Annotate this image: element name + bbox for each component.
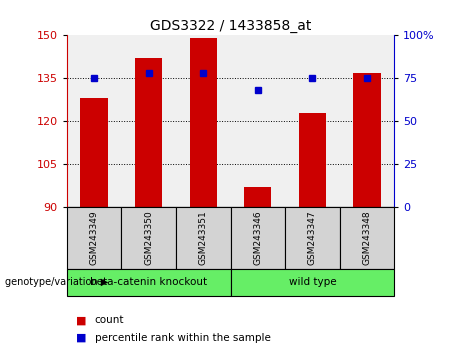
Text: GSM243351: GSM243351 bbox=[199, 210, 208, 265]
Text: wild type: wild type bbox=[289, 277, 336, 287]
Bar bbox=[230, 269, 394, 296]
Bar bbox=[67, 207, 121, 269]
Text: genotype/variation ▶: genotype/variation ▶ bbox=[5, 277, 108, 287]
Text: GSM243350: GSM243350 bbox=[144, 210, 153, 265]
Text: beta-catenin knockout: beta-catenin knockout bbox=[90, 277, 207, 287]
Bar bbox=[353, 73, 380, 207]
Text: percentile rank within the sample: percentile rank within the sample bbox=[95, 333, 271, 343]
Bar bbox=[176, 207, 230, 269]
Bar bbox=[299, 113, 326, 207]
Text: GSM243346: GSM243346 bbox=[253, 210, 262, 265]
Text: ■: ■ bbox=[76, 315, 87, 325]
Text: ■: ■ bbox=[76, 333, 87, 343]
Bar bbox=[135, 58, 162, 207]
Bar bbox=[340, 207, 394, 269]
Text: count: count bbox=[95, 315, 124, 325]
Title: GDS3322 / 1433858_at: GDS3322 / 1433858_at bbox=[150, 19, 311, 33]
Bar bbox=[285, 207, 340, 269]
Bar bbox=[244, 187, 272, 207]
Text: GSM243348: GSM243348 bbox=[362, 210, 372, 265]
Bar bbox=[189, 38, 217, 207]
Text: GSM243347: GSM243347 bbox=[308, 210, 317, 265]
Bar bbox=[67, 269, 230, 296]
Text: GSM243349: GSM243349 bbox=[89, 210, 99, 265]
Bar bbox=[230, 207, 285, 269]
Bar bbox=[121, 207, 176, 269]
Bar bbox=[81, 98, 108, 207]
